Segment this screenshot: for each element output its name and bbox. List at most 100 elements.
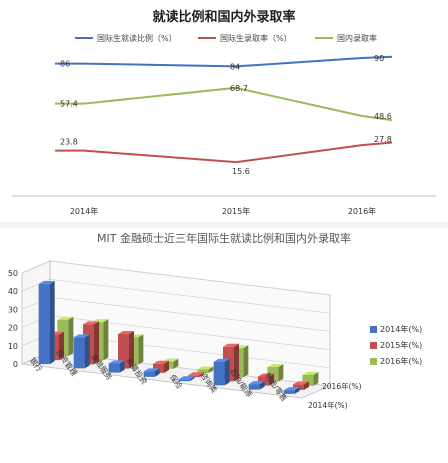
bar-side-1-7 <box>304 381 309 390</box>
bar-side-1-4 <box>199 372 204 378</box>
bar-1-7 <box>293 381 309 390</box>
bar-0-4 <box>178 376 195 382</box>
bar-side-0-5 <box>224 358 230 386</box>
data-label-0-2: 90 <box>374 54 384 63</box>
line-x-axis: 2014年 2015年 2016年 <box>12 195 436 216</box>
x-tick-label-2: 2016年 <box>348 206 376 216</box>
bar-front-1-2 <box>118 334 129 369</box>
data-label-2-1: 68.7 <box>230 84 248 93</box>
bar-top-2-4 <box>197 366 214 370</box>
bar-side-0-1 <box>84 334 90 369</box>
series-line-0 <box>55 55 393 68</box>
bar-0-6 <box>248 381 265 390</box>
y-tick-label-5: 50 <box>8 269 18 278</box>
y-tick-label-2: 20 <box>8 324 18 333</box>
bar-0-0 <box>38 281 55 365</box>
line-chart: 就读比例和国内外录取率 国际生就读比例（%） 国际生录取率（%） 国内录取率 86 8… <box>0 0 448 222</box>
bar-top-0-4 <box>178 376 195 380</box>
bar-1-2 <box>118 331 134 369</box>
bar-top-0-0 <box>38 281 55 285</box>
data-label-1-2: 27.8 <box>374 135 392 144</box>
bar-side-1-2 <box>129 331 134 369</box>
bar-0-5 <box>213 358 230 386</box>
data-label-0-1: 84 <box>230 62 240 71</box>
bar-top-2-0 <box>57 316 74 320</box>
bar-front-0-5 <box>213 361 225 386</box>
bar-side-2-0 <box>68 316 74 357</box>
bar-side-2-2 <box>138 334 144 365</box>
bar-top-1-3 <box>153 360 169 364</box>
bar-front-2-7 <box>302 374 314 386</box>
line-plot: 86 84 90 23.8 15.6 27.8 57.4 68.7 48.6 <box>55 54 393 176</box>
bar-side-1-5 <box>234 343 239 382</box>
y-tick-label-3: 30 <box>8 305 18 314</box>
bar-0-1 <box>73 334 90 369</box>
bar-top-0-1 <box>73 334 90 338</box>
bar-legend: 2014年(%) 2015年(%) 2016年(%) <box>370 324 422 366</box>
bar-front-0-6 <box>248 384 260 390</box>
bar-grid-back-5 <box>49 260 331 296</box>
y-tick-label-1: 10 <box>8 342 18 351</box>
bar-top-2-7 <box>302 371 319 375</box>
x-tick-label-0: 2014年 <box>70 206 98 216</box>
bar-top-0-6 <box>248 381 265 385</box>
bar-top-0-7 <box>283 387 300 391</box>
series-line-2 <box>55 86 393 122</box>
depth-label-0: 2016年(%) <box>322 381 362 391</box>
legend-label-2: 国内录取率 <box>337 33 377 43</box>
bar-side-2-5 <box>243 345 249 378</box>
line-chart-svg: 就读比例和国内外录取率 国际生就读比例（%） 国际生录取率（%） 国内录取率 86 8… <box>12 9 436 216</box>
bar-grid-side-5 <box>21 260 51 274</box>
bar-side-0-4 <box>189 376 195 382</box>
bar-top-1-2 <box>118 331 134 335</box>
data-label-1-1: 15.6 <box>232 167 250 176</box>
bar-side-1-0 <box>59 331 64 361</box>
bar-front-2-4 <box>197 369 209 374</box>
bar-front-1-3 <box>153 363 164 373</box>
bar-marks <box>38 281 319 394</box>
bar-side-1-3 <box>164 360 169 373</box>
bar-side-2-1 <box>103 319 109 361</box>
bar-grid-back-3 <box>49 297 331 332</box>
bar-top-0-3 <box>143 368 160 372</box>
bar-0-7 <box>283 387 300 394</box>
bar-front-0-0 <box>38 284 50 365</box>
bar-side-1-1 <box>94 321 99 365</box>
bar-side-2-7 <box>313 371 319 386</box>
bar-side-2-4 <box>208 366 214 374</box>
bar-top-0-5 <box>213 358 230 362</box>
legend-label-0: 2014年(%) <box>380 324 422 334</box>
legend-label-0: 国际生就读比例（%） <box>97 33 177 43</box>
bar-front-0-3 <box>143 371 155 377</box>
bar-side-1-6 <box>269 373 274 386</box>
bar-front-0-2 <box>108 363 120 373</box>
bar-front-1-4 <box>188 375 199 378</box>
depth-label-1: 2014年(%) <box>308 400 348 410</box>
line-chart-title: 就读比例和国内外录取率 <box>152 9 295 25</box>
data-label-2-0: 57.4 <box>60 100 78 109</box>
bar-top-2-6 <box>267 364 284 368</box>
bar-top-1-6 <box>258 373 274 377</box>
bar-side-0-6 <box>259 381 265 390</box>
divider <box>0 222 448 228</box>
bar-side-0-7 <box>294 387 300 394</box>
legend-label-1: 国际生录取率（%） <box>220 33 292 43</box>
bar-front-1-6 <box>258 376 269 386</box>
bar-top-1-7 <box>293 381 309 385</box>
bar-1-6 <box>258 373 274 386</box>
bar-front-0-1 <box>73 337 85 369</box>
bar-0-2 <box>108 360 125 373</box>
bar-front-0-4 <box>178 379 190 382</box>
bar-side-0-2 <box>119 360 125 373</box>
bar-depth-axis: 2016年(%) 2014年(%) <box>308 381 362 410</box>
bar-0-3 <box>143 368 160 377</box>
bar-side-0-0 <box>49 281 55 365</box>
bar-side-2-6 <box>278 364 284 382</box>
bar-front-0-7 <box>283 390 295 394</box>
data-label-0-0: 86 <box>60 60 70 69</box>
line-legend: 国际生就读比例（%） 国际生录取率（%） 国内录取率 <box>75 33 377 43</box>
data-label-2-2: 48.6 <box>374 112 392 121</box>
bar-top-1-5 <box>223 343 239 347</box>
bar-side-2-3 <box>173 358 179 369</box>
y-tick-label-0: 0 <box>13 360 18 369</box>
